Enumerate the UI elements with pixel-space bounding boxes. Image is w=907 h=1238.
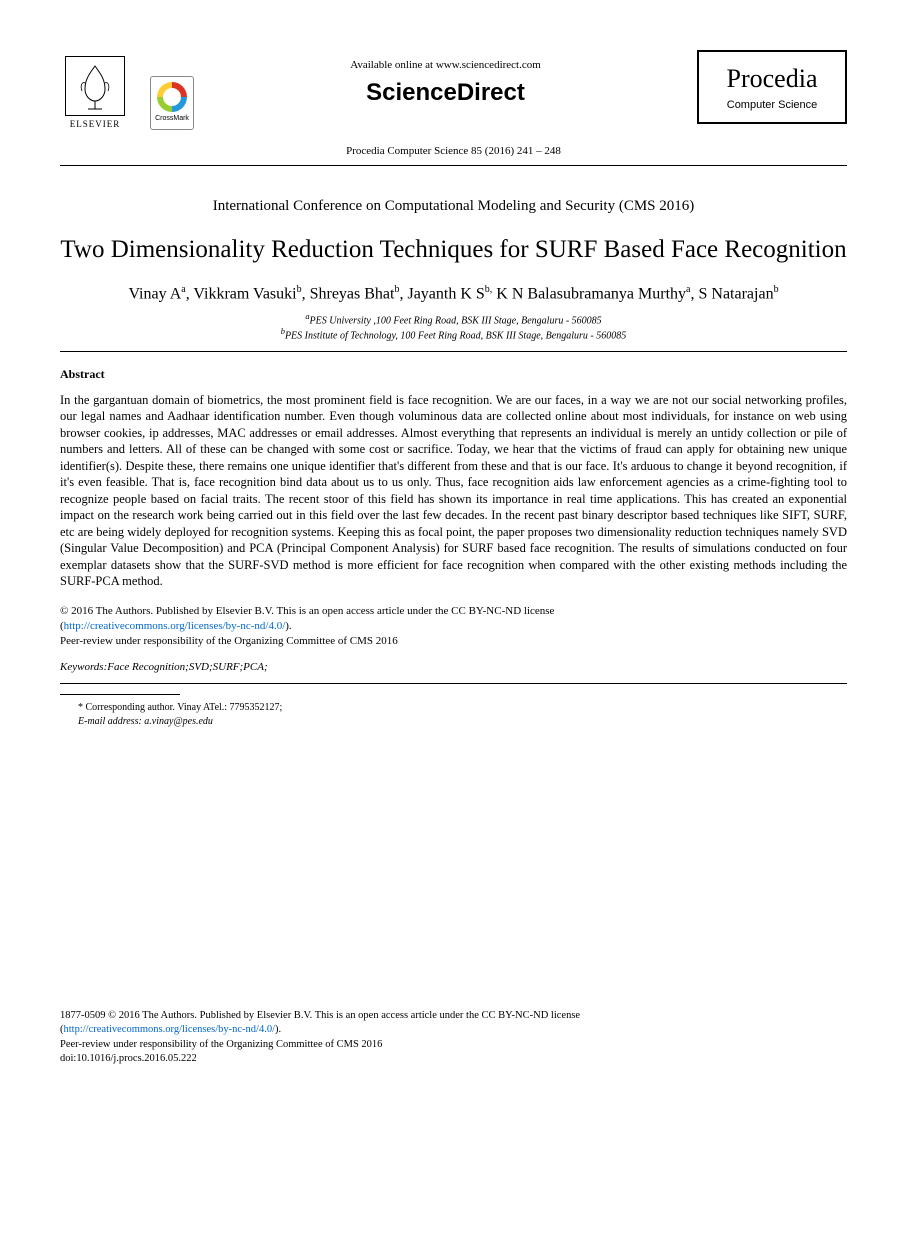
- abstract-heading: Abstract: [60, 366, 847, 382]
- authors-list: Vinay Aa, Vikkram Vasukib, Shreyas Bhatb…: [60, 283, 847, 306]
- footer-peer: Peer-review under responsibility of the …: [60, 1039, 382, 1050]
- elsevier-text: ELSEVIER: [70, 118, 121, 130]
- corresponding-author: * Corresponding author. Vinay ATel.: 779…: [60, 701, 847, 729]
- header-row: ELSEVIER CrossMark Available online at w…: [60, 50, 847, 130]
- peer-review: Peer-review under responsibility of the …: [60, 635, 398, 647]
- crossmark-badge[interactable]: CrossMark: [150, 76, 194, 130]
- footer-issn: 1877-0509 © 2016 The Authors. Published …: [60, 1010, 580, 1021]
- elsevier-tree-icon: [65, 56, 125, 116]
- corr-line: * Corresponding author. Vinay ATel.: 779…: [78, 702, 282, 713]
- footnote-rule: [60, 694, 180, 695]
- crossmark-label: CrossMark: [155, 114, 189, 123]
- license-link[interactable]: http://creativecommons.org/licenses/by-n…: [64, 620, 286, 632]
- email-label: E-mail address:: [78, 716, 142, 727]
- elsevier-logo: ELSEVIER: [60, 50, 130, 130]
- affil-rule: [60, 351, 847, 352]
- copyright-block: © 2016 The Authors. Published by Elsevie…: [60, 604, 847, 649]
- conference-name: International Conference on Computationa…: [60, 196, 847, 216]
- center-header: Available online at www.sciencedirect.co…: [194, 50, 697, 109]
- keywords-values: Face Recognition;SVD;SURF;PCA;: [107, 661, 267, 673]
- procedia-journal-box: Procedia Computer Science: [697, 50, 847, 124]
- left-logos: ELSEVIER CrossMark: [60, 50, 194, 130]
- procedia-subtitle: Computer Science: [727, 98, 818, 113]
- procedia-title: Procedia: [727, 61, 818, 96]
- affiliations: aPES University ,100 Feet Ring Road, BSK…: [60, 312, 847, 343]
- sciencedirect-brand: ScienceDirect: [194, 77, 697, 109]
- header-rule: [60, 165, 847, 166]
- footer-license-link[interactable]: http://creativecommons.org/licenses/by-n…: [64, 1024, 276, 1035]
- paper-title: Two Dimensionality Reduction Techniques …: [60, 234, 847, 265]
- affiliation-b: PES Institute of Technology, 100 Feet Ri…: [285, 331, 626, 342]
- affiliation-a: PES University ,100 Feet Ring Road, BSK …: [310, 315, 602, 326]
- page-footer: 1877-0509 © 2016 The Authors. Published …: [60, 1009, 847, 1066]
- abstract-body: In the gargantuan domain of biometrics, …: [60, 392, 847, 590]
- keywords-line: Keywords:Face Recognition;SVD;SURF;PCA;: [60, 660, 847, 675]
- citation-line: Procedia Computer Science 85 (2016) 241 …: [60, 144, 847, 159]
- footer-doi: doi:10.1016/j.procs.2016.05.222: [60, 1053, 197, 1064]
- keywords-label: Keywords:: [60, 661, 107, 673]
- keywords-rule: [60, 683, 847, 684]
- crossmark-icon: [157, 82, 187, 112]
- copyright-line: © 2016 The Authors. Published by Elsevie…: [60, 605, 554, 617]
- available-online: Available online at www.sciencedirect.co…: [194, 58, 697, 73]
- corr-email: a.vinay@pes.edu: [144, 716, 213, 727]
